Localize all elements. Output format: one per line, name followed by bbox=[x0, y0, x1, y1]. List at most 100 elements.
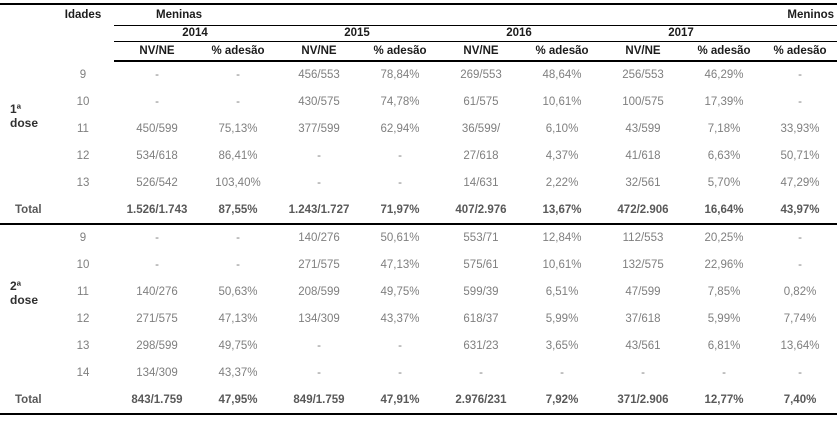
dose-label: 2ª dose bbox=[0, 224, 52, 386]
total-cell: 7,92% bbox=[524, 386, 600, 415]
adesao-header-2016: % adesão bbox=[524, 41, 600, 62]
nvne-cell: 298/599 bbox=[136, 339, 178, 352]
age-cell: 12 bbox=[76, 149, 90, 162]
nvne-cell: 37/618 bbox=[625, 312, 661, 325]
dose-label-text: 1ª dose bbox=[10, 101, 39, 130]
total-row: Total 843/1.759 47,95% 849/1.759 47,91% 2.976… bbox=[0, 386, 837, 415]
header-meninas: Meninas bbox=[114, 4, 763, 26]
total-cell: 71,97% bbox=[362, 196, 438, 225]
adesao-cell: 62,94% bbox=[380, 122, 420, 135]
age-cell: 13 bbox=[76, 339, 90, 352]
nvne-cell: - bbox=[155, 69, 159, 81]
empty-cell bbox=[762, 25, 837, 42]
adesao-cell: 48,64% bbox=[542, 69, 582, 81]
adesao-cell: 17,39% bbox=[704, 95, 744, 108]
nvne-cell: 100/575 bbox=[622, 95, 664, 108]
adesao-cell: 86,41% bbox=[218, 149, 258, 162]
nvne-cell: 430/575 bbox=[298, 95, 340, 108]
adesao-cell: 74,78% bbox=[380, 95, 420, 108]
adesao-cell: 50,61% bbox=[380, 232, 420, 244]
adesao-cell: - bbox=[722, 366, 726, 379]
adesao-cell: - bbox=[798, 366, 802, 379]
header-idades: Idades bbox=[64, 9, 102, 21]
table-row: 10 - - 430/575 74,78% 61/575 10,61% 100/575 17,3… bbox=[0, 88, 837, 115]
table-row: 13 526/542 103,40% - - 14/631 2,22% 32/561 5,70%… bbox=[0, 169, 837, 196]
adesao-cell: 2,22% bbox=[545, 176, 579, 189]
nvne-cell: 271/575 bbox=[136, 312, 178, 325]
adesao-cell: 47,29% bbox=[780, 176, 820, 189]
adesao-cell: 50,63% bbox=[218, 285, 258, 298]
nvne-cell: 14/631 bbox=[463, 176, 499, 189]
adesao-cell: 49,75% bbox=[218, 339, 258, 352]
adesao-cell: 103,40% bbox=[215, 176, 261, 189]
nvne-cell: - bbox=[155, 232, 159, 244]
adesao-cell: 33,93% bbox=[780, 122, 820, 135]
adesao-cell: - bbox=[236, 232, 240, 244]
adesao-cell: - bbox=[236, 258, 240, 271]
header-row-groups: Idades Meninas Meninos bbox=[0, 4, 837, 26]
total-cell: 371/2.906 bbox=[600, 386, 686, 415]
adesao-cell: - bbox=[398, 149, 402, 162]
nvne-cell: - bbox=[641, 366, 645, 379]
year-header-2015: 2015 bbox=[276, 25, 438, 42]
empty-cell bbox=[0, 41, 114, 61]
age-cell: 13 bbox=[76, 176, 90, 189]
adesao-cell: - bbox=[798, 232, 802, 244]
nvne-cell: 526/542 bbox=[136, 176, 178, 189]
nvne-cell: 456/553 bbox=[298, 69, 340, 81]
age-cell: 9 bbox=[79, 232, 87, 244]
nvne-cell: 534/618 bbox=[136, 149, 178, 162]
total-cell: 472/2.906 bbox=[600, 196, 686, 225]
adesao-cell: 50,71% bbox=[780, 149, 820, 162]
adesao-cell: 78,84% bbox=[380, 69, 420, 81]
nvne-header-2017: NV/NE bbox=[600, 41, 686, 62]
adesao-header-2015: % adesão bbox=[362, 41, 438, 62]
adesao-cell: - bbox=[236, 69, 240, 81]
adesao-cell: - bbox=[398, 339, 402, 352]
table-row: 14 134/309 43,37% - - - - - - - bbox=[0, 359, 837, 386]
age-cell: 9 bbox=[79, 68, 87, 81]
header-meninos: Meninos bbox=[762, 4, 837, 26]
nvne-cell: - bbox=[317, 366, 321, 379]
total-cell: 47,91% bbox=[362, 386, 438, 415]
nvne-cell: 27/618 bbox=[463, 149, 499, 162]
adesao-cell: 20,25% bbox=[704, 232, 744, 244]
total-cell: 7,40% bbox=[762, 386, 837, 415]
total-cell: 43,97% bbox=[762, 196, 837, 225]
nvne-cell: - bbox=[317, 339, 321, 352]
corner-cell bbox=[0, 4, 52, 25]
adesao-cell: 13,64% bbox=[780, 339, 820, 352]
nvne-cell: - bbox=[317, 176, 321, 189]
nvne-cell: 575/61 bbox=[463, 258, 499, 271]
nvne-cell: 450/599 bbox=[136, 122, 178, 135]
nvne-cell: 269/553 bbox=[460, 69, 502, 81]
adesao-cell: - bbox=[798, 95, 802, 108]
table-row: 10 - - 271/575 47,13% 575/61 10,61% 132/575 22,9… bbox=[0, 251, 837, 278]
age-cell: 11 bbox=[77, 122, 89, 135]
adesao-header-2017: % adesão bbox=[686, 41, 763, 62]
adesao-cell: 7,74% bbox=[783, 312, 817, 325]
nvne-cell: 112/553 bbox=[622, 232, 664, 244]
adesao-cell: 75,13% bbox=[218, 122, 258, 135]
adesao-cell: - bbox=[398, 176, 402, 189]
table-row: 11 140/276 50,63% 208/599 49,75% 599/39 6,51% 4… bbox=[0, 278, 837, 305]
year-header-2017: 2017 bbox=[600, 25, 763, 42]
adesao-cell: 3,65% bbox=[545, 339, 579, 352]
total-cell: 87,55% bbox=[200, 196, 276, 225]
adesao-cell: 7,18% bbox=[707, 122, 741, 135]
total-cell: 13,67% bbox=[524, 196, 600, 225]
adesao-cell: 6,51% bbox=[545, 285, 579, 298]
nvne-cell: - bbox=[317, 149, 321, 162]
total-row: Total 1.526/1.743 87,55% 1.243/1.727 71,97% 4… bbox=[0, 196, 837, 225]
adesao-cell: 10,61% bbox=[542, 95, 582, 108]
adesao-cell: 4,37% bbox=[545, 149, 579, 162]
table-row: 12 271/575 47,13% 134/309 43,37% 618/37 5,99% 3… bbox=[0, 305, 837, 332]
total-cell: 407/2.976 bbox=[438, 196, 524, 225]
nvne-header-2016: NV/NE bbox=[438, 41, 524, 62]
nvne-cell: 631/23 bbox=[463, 339, 499, 352]
total-label: Total bbox=[0, 196, 114, 225]
nvne-cell: 43/561 bbox=[625, 339, 661, 352]
adesao-header-2014: % adesão bbox=[200, 41, 276, 62]
adesao-cell: 7,85% bbox=[707, 285, 741, 298]
nvne-cell: 377/599 bbox=[298, 122, 340, 135]
